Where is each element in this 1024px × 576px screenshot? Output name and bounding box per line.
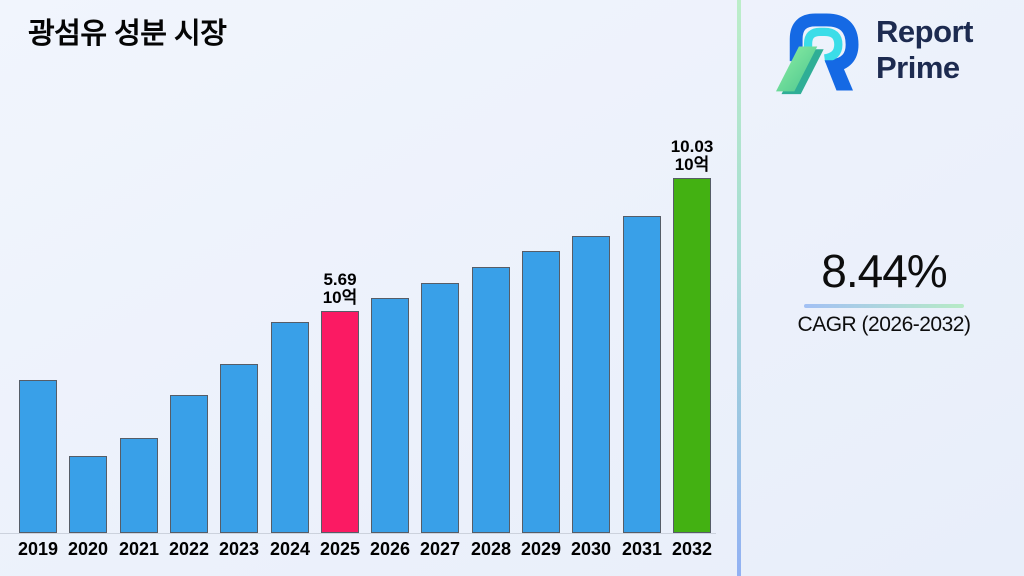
bar-value-label-line: 10억 xyxy=(674,155,710,174)
brand-name-line2: Prime xyxy=(876,50,960,85)
page-title: 광섬유 성분 시장 xyxy=(28,18,227,50)
bar-2032 xyxy=(673,178,711,533)
x-tick-2028: 2028 xyxy=(470,539,512,559)
brand-area: Report Prime xyxy=(773,8,973,96)
bar-2021 xyxy=(120,438,158,533)
bar-2020 xyxy=(69,456,107,533)
x-tick-2024: 2024 xyxy=(269,539,311,559)
bar-value-label-2025: 5.69 10억 xyxy=(323,271,358,307)
x-tick-2030: 2030 xyxy=(570,539,612,559)
x-tick-2022: 2022 xyxy=(168,539,210,559)
bar-chart: 2019 2020 2021 2022 2023 2024 2025 2026 2027 2028… xyxy=(0,138,716,559)
bar-2029 xyxy=(522,251,560,533)
bar-2025 xyxy=(321,311,359,533)
x-tick-2021: 2021 xyxy=(118,539,160,559)
bar-2027 xyxy=(421,283,459,533)
brand-name-line1: Report xyxy=(876,14,973,49)
brand-name: Report Prime xyxy=(876,14,973,86)
bar-2031 xyxy=(623,216,661,533)
x-tick-2019: 2019 xyxy=(17,539,59,559)
bar-2024 xyxy=(271,322,309,533)
bar-value-label-line: 5.69 xyxy=(323,270,357,289)
bar-2026 xyxy=(371,298,409,533)
x-tick-2031: 2031 xyxy=(621,539,663,559)
cagr-panel: 8.44% CAGR (2026-2032) xyxy=(744,244,1024,337)
bar-2022 xyxy=(170,395,208,533)
bar-2030 xyxy=(572,236,610,533)
cagr-value: 8.44% xyxy=(821,245,947,297)
x-tick-2026: 2026 xyxy=(369,539,411,559)
x-tick-2032: 2032 xyxy=(671,539,713,559)
bar-2023 xyxy=(220,364,258,533)
x-tick-2020: 2020 xyxy=(67,539,109,559)
cagr-underline xyxy=(804,304,964,308)
report-prime-logo-icon xyxy=(776,13,859,95)
cagr-label: CAGR (2026-2032) xyxy=(797,313,971,336)
panel-divider xyxy=(737,0,741,576)
bar-value-label-2032: 10.03 10억 xyxy=(671,138,714,174)
bar-value-label-line: 10.03 xyxy=(670,137,714,156)
x-tick-2023: 2023 xyxy=(218,539,260,559)
x-axis-line xyxy=(0,533,716,534)
bar-2019 xyxy=(19,380,57,533)
x-tick-2029: 2029 xyxy=(520,539,562,559)
x-tick-2027: 2027 xyxy=(419,539,461,559)
bar-2028 xyxy=(472,267,510,533)
bar-value-label-line: 10억 xyxy=(322,288,358,307)
x-tick-2025: 2025 xyxy=(319,539,361,559)
